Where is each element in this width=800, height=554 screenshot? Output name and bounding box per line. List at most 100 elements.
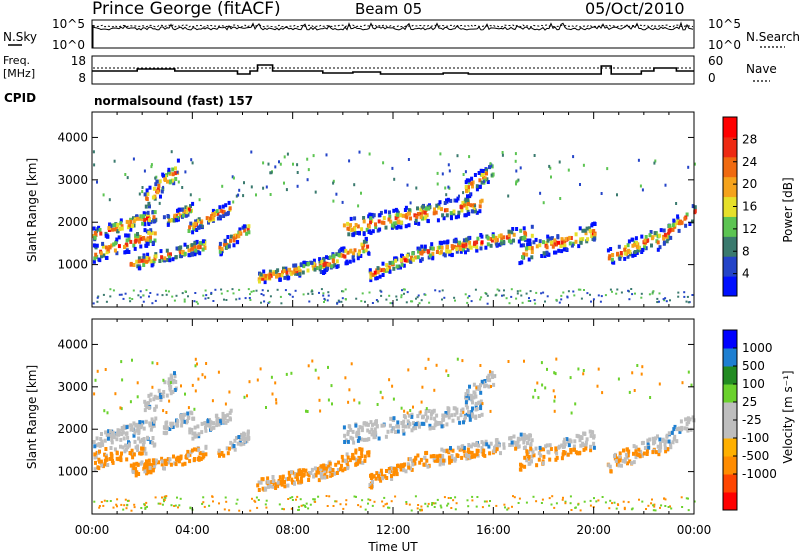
echo-cell xyxy=(183,251,187,256)
echo-cell xyxy=(358,401,361,405)
echo-cell xyxy=(269,171,272,175)
echo-cell xyxy=(147,222,151,226)
echo-cell xyxy=(139,425,143,430)
echo-cell xyxy=(491,234,495,239)
echo-cell xyxy=(436,171,439,175)
echo-cell xyxy=(149,292,152,294)
echo-cell xyxy=(201,239,205,244)
echo-cell xyxy=(476,236,480,241)
echo-cell xyxy=(405,301,408,304)
echo-cell xyxy=(285,188,288,192)
echo-cell xyxy=(132,216,135,221)
echo-cell xyxy=(428,253,432,258)
echo-cell xyxy=(541,383,544,387)
echo-cell xyxy=(611,253,615,257)
echo-cell xyxy=(152,419,156,424)
echo-cell xyxy=(372,213,376,218)
echo-cell xyxy=(688,222,692,226)
echo-cell xyxy=(319,270,323,274)
echo-cell xyxy=(236,240,240,245)
echo-cell xyxy=(265,185,268,189)
echo-cell xyxy=(358,459,362,464)
echo-cell xyxy=(537,457,541,462)
echo-cell xyxy=(174,255,178,260)
echo-cell xyxy=(492,449,496,453)
echo-cell xyxy=(174,380,178,384)
echo-cell xyxy=(156,362,159,366)
echo-cell xyxy=(463,203,466,208)
echo-cell xyxy=(392,426,396,431)
echo-cell xyxy=(400,296,403,299)
echo-cell xyxy=(322,263,326,267)
echo-cell xyxy=(510,288,513,291)
echo-cell xyxy=(256,378,259,382)
echo-cell xyxy=(211,399,214,403)
echo-cell xyxy=(104,455,108,460)
echo-cell xyxy=(563,444,566,449)
echo-cell xyxy=(194,248,198,253)
echo-cell xyxy=(546,367,548,371)
echo-cell xyxy=(514,446,518,451)
echo-cell xyxy=(352,258,356,263)
echo-cell xyxy=(116,223,120,228)
echo-cell xyxy=(671,227,675,232)
echo-cell xyxy=(691,294,694,296)
echo-cell xyxy=(633,253,637,257)
echo-cell xyxy=(125,507,128,510)
y-tick-label: 2000 xyxy=(57,422,88,436)
echo-cell xyxy=(372,435,376,440)
echo-cell xyxy=(244,297,247,300)
echo-cell xyxy=(242,441,246,446)
echo-cell xyxy=(132,289,135,292)
echo-cell xyxy=(434,289,437,292)
echo-cell xyxy=(460,455,464,460)
echo-cell xyxy=(512,238,515,243)
echo-cell xyxy=(157,502,160,505)
echo-cell xyxy=(220,288,223,291)
echo-cell xyxy=(534,388,537,392)
echo-cell xyxy=(366,450,370,455)
echo-cell xyxy=(110,453,114,458)
echo-cell xyxy=(354,223,358,227)
echo-cell xyxy=(406,411,409,415)
echo-cell xyxy=(150,231,154,236)
echo-cell xyxy=(552,389,555,393)
echo-cell xyxy=(436,457,440,462)
echo-cell xyxy=(323,468,327,473)
echo-cell xyxy=(223,416,227,421)
echo-cell xyxy=(180,254,183,259)
echo-cell xyxy=(183,209,187,214)
echo-cell xyxy=(385,263,389,268)
echo-cell xyxy=(656,444,660,449)
echo-cell xyxy=(278,160,280,164)
echo-cell xyxy=(205,294,208,297)
echo-cell xyxy=(532,453,536,458)
echo-cell xyxy=(439,421,443,426)
echo-cell xyxy=(479,390,483,395)
echo-cell xyxy=(294,263,298,268)
echo-cell xyxy=(532,395,535,399)
echo-cell xyxy=(149,259,153,264)
echo-cell xyxy=(585,239,589,244)
echo-cell xyxy=(153,442,157,447)
echo-cell xyxy=(529,442,533,446)
echo-cell xyxy=(485,292,488,295)
echo-cell xyxy=(131,468,135,473)
echo-cell xyxy=(151,195,155,200)
echo-cell xyxy=(378,476,382,481)
echo-cell xyxy=(563,437,567,442)
echo-cell xyxy=(422,421,426,426)
echo-cell xyxy=(466,499,469,502)
echo-cell xyxy=(442,461,445,466)
echo-cell xyxy=(364,237,368,242)
echo-cell xyxy=(284,266,288,271)
echo-cell xyxy=(486,294,489,297)
echo-cell xyxy=(169,462,173,467)
echo-cell xyxy=(197,244,201,249)
echo-cell xyxy=(467,236,471,241)
echo-cell xyxy=(687,301,690,304)
echo-cell xyxy=(432,502,435,505)
echo-cell xyxy=(490,385,492,388)
echo-cell xyxy=(153,219,157,224)
power-data xyxy=(92,150,697,305)
